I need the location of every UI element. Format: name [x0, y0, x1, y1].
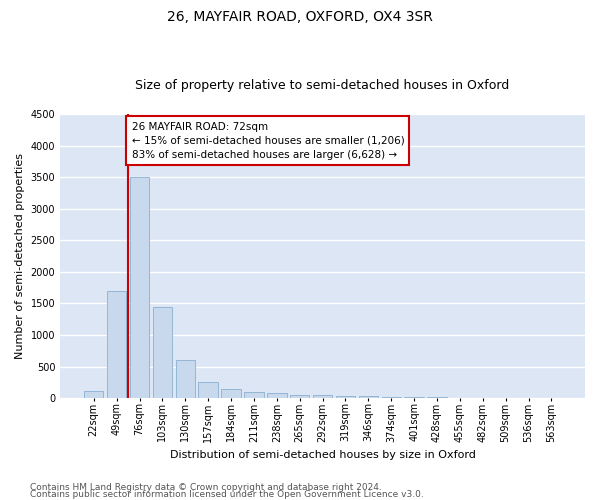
Bar	[313, 396, 332, 398]
Bar	[404, 397, 424, 398]
Text: Contains HM Land Registry data © Crown copyright and database right 2024.: Contains HM Land Registry data © Crown c…	[30, 484, 382, 492]
Bar	[176, 360, 195, 398]
Bar	[290, 394, 310, 398]
X-axis label: Distribution of semi-detached houses by size in Oxford: Distribution of semi-detached houses by …	[170, 450, 476, 460]
Bar	[107, 291, 127, 398]
Bar	[199, 382, 218, 398]
Bar	[152, 306, 172, 398]
Bar	[221, 388, 241, 398]
Text: 26, MAYFAIR ROAD, OXFORD, OX4 3SR: 26, MAYFAIR ROAD, OXFORD, OX4 3SR	[167, 10, 433, 24]
Bar	[359, 396, 378, 398]
Text: 26 MAYFAIR ROAD: 72sqm
← 15% of semi-detached houses are smaller (1,206)
83% of : 26 MAYFAIR ROAD: 72sqm ← 15% of semi-det…	[131, 122, 404, 160]
Y-axis label: Number of semi-detached properties: Number of semi-detached properties	[15, 153, 25, 359]
Bar	[130, 177, 149, 398]
Text: Contains public sector information licensed under the Open Government Licence v3: Contains public sector information licen…	[30, 490, 424, 499]
Bar	[382, 397, 401, 398]
Bar	[244, 392, 263, 398]
Bar	[267, 393, 287, 398]
Bar	[84, 391, 103, 398]
Bar	[336, 396, 355, 398]
Title: Size of property relative to semi-detached houses in Oxford: Size of property relative to semi-detach…	[136, 79, 510, 92]
